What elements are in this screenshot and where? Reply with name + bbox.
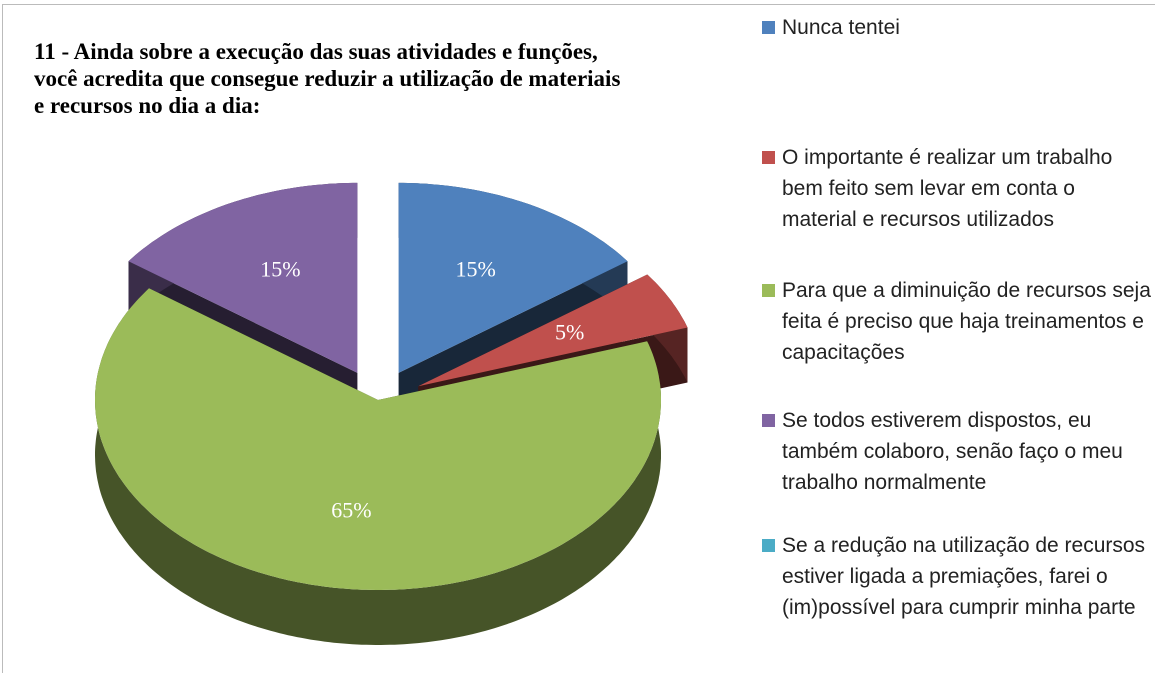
slice [128, 182, 358, 373]
legend-swatch [762, 539, 775, 552]
slice: 65% [95, 288, 661, 645]
legend-swatch [762, 151, 775, 164]
legend-item: Se a redução na utilização de recursos e… [762, 530, 1152, 623]
legend-label: Para que a diminuição de recursos seja f… [782, 279, 1151, 364]
slice [95, 288, 661, 590]
legend-label: O importante é realizar um trabalho bem … [782, 146, 1113, 231]
pie-chart: 15% 15% 5% 65% [95, 182, 688, 645]
data-label: 65% [331, 498, 371, 523]
chart-title: 11 - Ainda sobre a execução das suas ati… [34, 39, 621, 118]
legend-item: Para que a diminuição de recursos seja f… [762, 275, 1152, 368]
legend-label: Se todos estiverem dispostos, eu também … [782, 409, 1123, 494]
legend-item: Nunca tentei [762, 12, 1152, 43]
legend-swatch [762, 21, 775, 34]
frame [2, 4, 1155, 673]
legend-label: Nunca tentei [782, 16, 900, 39]
slice [418, 274, 688, 387]
legend-swatch [762, 414, 775, 427]
legend-label: Se a redução na utilização de recursos e… [782, 534, 1146, 619]
legend-item: O importante é realizar um trabalho bem … [762, 142, 1152, 235]
legend-swatch [762, 284, 775, 297]
legend-item: Se todos estiverem dispostos, eu também … [762, 405, 1152, 498]
data-label: 5% [555, 319, 584, 344]
data-label: 15% [455, 256, 495, 281]
slice [398, 182, 628, 373]
data-label: 15% [260, 256, 300, 281]
